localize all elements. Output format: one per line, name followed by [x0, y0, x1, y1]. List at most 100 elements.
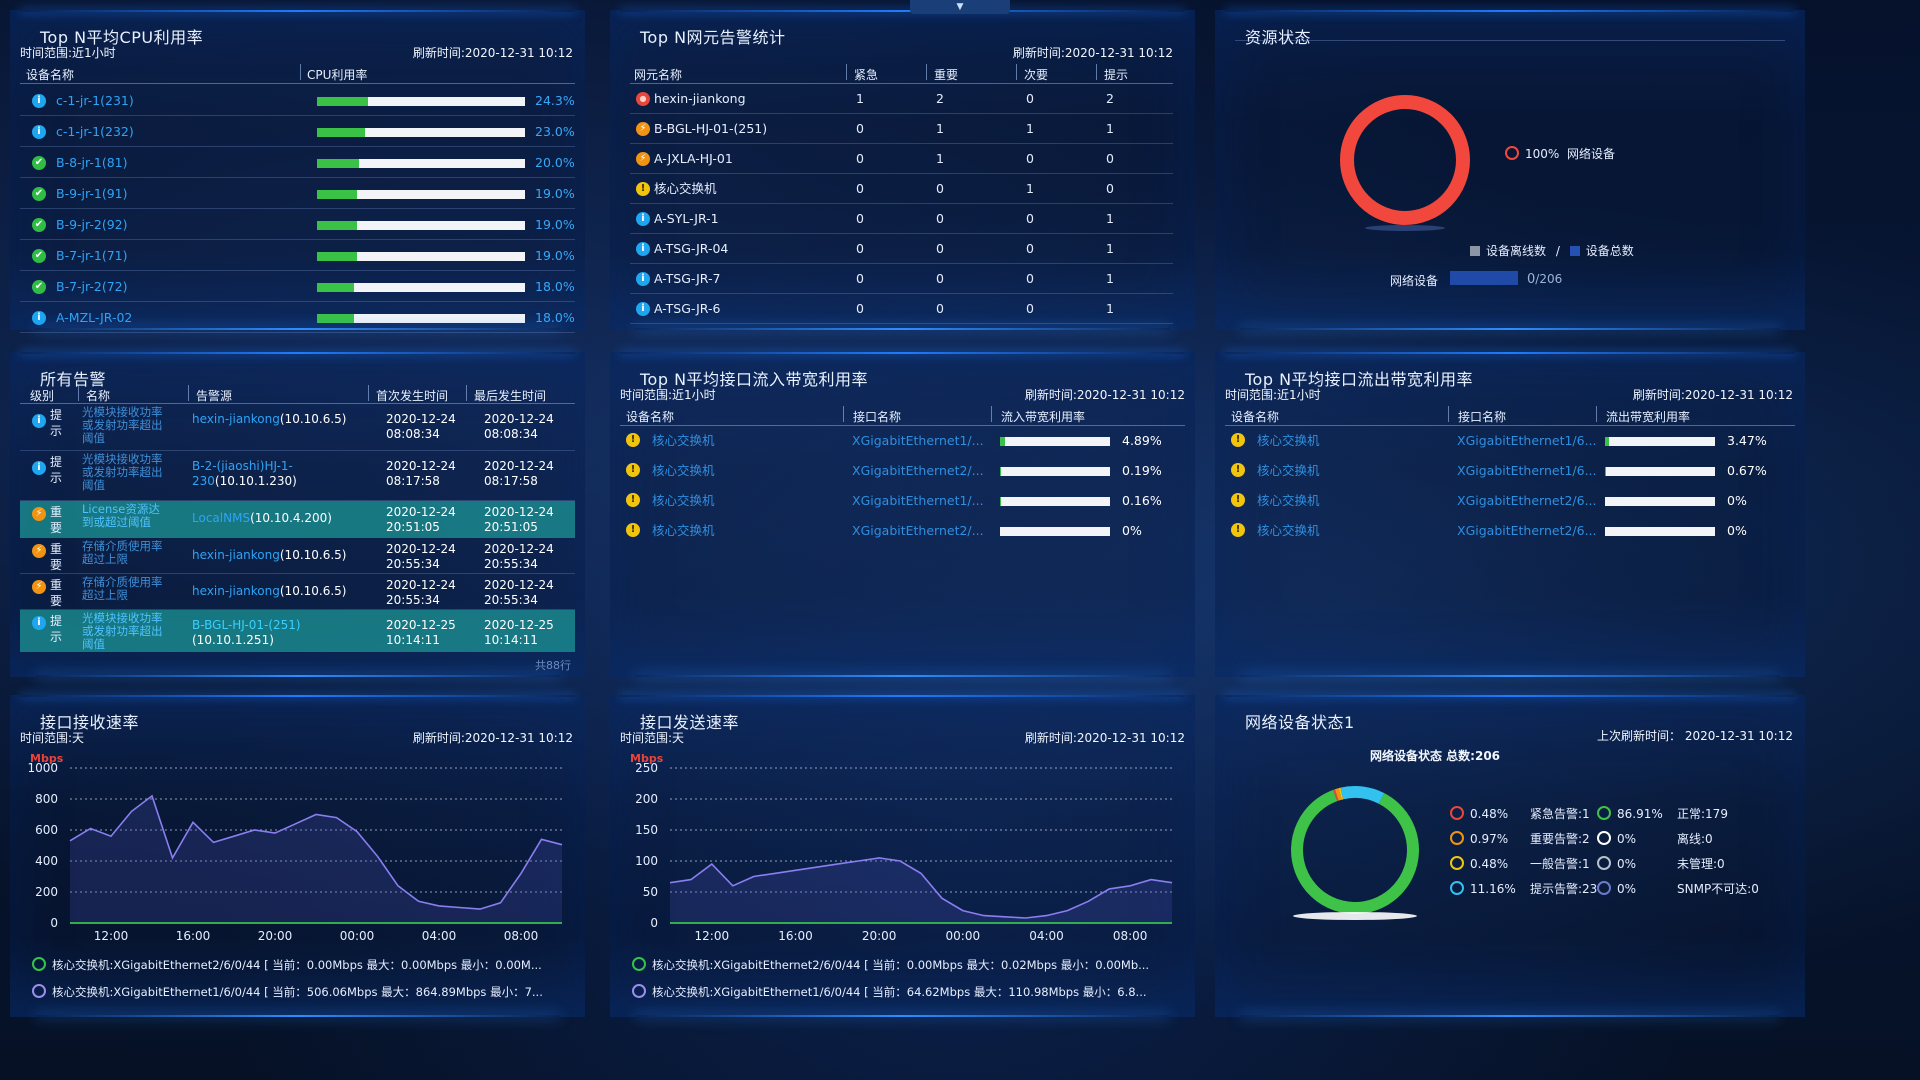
alarm-name[interactable]: 光模块接收功率或发射功率超出阈值 [82, 406, 163, 445]
cpu-device-name[interactable]: A-MZL-JR-02 [56, 310, 133, 325]
alarm-source-ip: (10.10.4.200) [250, 511, 332, 525]
alarm-source[interactable]: hexin-jiankong(10.10.6.5) [192, 584, 372, 599]
out_bw-device-name[interactable]: 核心交换机 [1257, 463, 1320, 478]
out_bw-iface-name[interactable]: XGigabitEthernet2/6... [1457, 493, 1597, 508]
net-status-legend-item[interactable]: 0% SNMP不可达:0 [1597, 880, 1759, 897]
alarm-stats-row[interactable]: ! 核心交换机 0 0 1 0 [630, 174, 1173, 204]
alarm-row[interactable]: i 提示 光模块接收功率或发射功率超出阈值 hexin-jiankong(10.10.… [20, 404, 575, 451]
cpu-row[interactable]: i A-MZL-JR-02 18.0% [20, 303, 575, 333]
alarm-stats-row[interactable]: ● hexin-jiankong 1 2 0 2 [630, 84, 1173, 114]
alarm-stats-row[interactable]: i A-SYL-JR-1 0 0 0 1 [630, 204, 1173, 234]
alarm-stats-name[interactable]: A-TSG-JR-04 [654, 241, 729, 256]
cpu-row[interactable]: ✔ B-9-jr-2(92) 19.0% [20, 210, 575, 240]
cpu-row[interactable]: i c-1-jr-1(231) 24.3% [20, 86, 575, 116]
info-icon: i [636, 242, 650, 256]
out_bw-iface-name[interactable]: XGigabitEthernet1/6... [1457, 433, 1597, 448]
in_bw-iface-name[interactable]: XGigabitEthernet1/... [852, 493, 984, 508]
alarm-stats-name[interactable]: A-SYL-JR-1 [654, 211, 719, 226]
out_bw-row[interactable]: ! 核心交换机 XGigabitEthernet2/6... 0% [1225, 516, 1790, 546]
out_bw-row[interactable]: ! 核心交换机 XGigabitEthernet1/6... 3.47% [1225, 426, 1790, 456]
cpu-device-name[interactable]: B-8-jr-1(81) [56, 155, 128, 170]
in_bw-iface-name[interactable]: XGigabitEthernet1/... [852, 433, 984, 448]
cpu-row[interactable]: ✔ B-7-jr-1(71) 19.0% [20, 241, 575, 271]
alarm-source-link[interactable]: hexin-jiankong [192, 584, 280, 598]
cpu-device-name[interactable]: B-9-jr-2(92) [56, 217, 128, 232]
in_bw-row[interactable]: ! 核心交换机 XGigabitEthernet1/... 4.89% [620, 426, 1185, 456]
net-status-legend-item[interactable]: 0.48% 紧急告警:1 [1450, 805, 1590, 822]
out_bw-row[interactable]: ! 核心交换机 XGigabitEthernet1/6... 0.67% [1225, 456, 1790, 486]
resource-ring [1340, 95, 1470, 231]
net-status-legend-item[interactable]: 0% 未管理:0 [1597, 855, 1725, 872]
alarm-stats-row[interactable]: ⚡ B-BGL-HJ-01-(251) 0 1 1 1 [630, 114, 1173, 144]
cpu-device-name[interactable]: B-7-jr-1(71) [56, 248, 128, 263]
alarm-source-link[interactable]: B-BGL-HJ-01-(251) [192, 618, 301, 632]
out_bw-iface-name[interactable]: XGigabitEthernet1/6... [1457, 463, 1597, 478]
alarm-stats-name[interactable]: B-BGL-HJ-01-(251) [654, 121, 768, 136]
cpu-device-name[interactable]: c-1-jr-1(231) [56, 93, 134, 108]
alarm-row[interactable]: i 提示 光模块接收功率或发射功率超出阈值 B-2-(jiaoshi)HJ-1-230… [20, 451, 575, 501]
alarm-source[interactable]: LocalNMS(10.10.4.200) [192, 511, 372, 526]
net-status-legend-item[interactable]: 0% 离线:0 [1597, 830, 1713, 847]
alarm-name[interactable]: 光模块接收功率或发射功率超出阈值 [82, 612, 163, 650]
alarm-source-link[interactable]: hexin-jiankong [192, 548, 280, 562]
alarm-row[interactable]: ⚡ 重要 存储介质使用率超过上限 hexin-jiankong(10.10.6.5) 2… [20, 538, 575, 574]
cpu-row[interactable]: ✔ B-7-jr-2(72) 18.0% [20, 272, 575, 302]
resource-bar-legend: 设备离线数 / 设备总数 [1470, 242, 1634, 259]
out_bw-device-name[interactable]: 核心交换机 [1257, 523, 1320, 538]
cpu-row[interactable]: i c-1-jr-1(232) 23.0% [20, 117, 575, 147]
status-label: 重要告警:2 [1530, 832, 1590, 846]
chart-legend-item[interactable]: 核心交换机:XGigabitEthernet1/6/0/44 [ 当前：506.… [32, 984, 543, 1000]
cpu-device-name[interactable]: B-7-jr-2(72) [56, 279, 128, 294]
cpu-device-name[interactable]: B-9-jr-1(91) [56, 186, 128, 201]
in_bw-device-name[interactable]: 核心交换机 [652, 433, 715, 448]
alarm-stats-name[interactable]: hexin-jiankong [654, 91, 746, 106]
chart-legend-item[interactable]: 核心交换机:XGigabitEthernet2/6/0/44 [ 当前：0.00… [32, 957, 542, 973]
net-status-legend-item[interactable]: 86.91% 正常:179 [1597, 805, 1728, 822]
alarm-stats-row[interactable]: i A-TSG-JR-6 0 0 0 1 [630, 294, 1173, 324]
in_bw-row[interactable]: ! 核心交换机 XGigabitEthernet2/... 0% [620, 516, 1185, 546]
out_bw-iface-name[interactable]: XGigabitEthernet2/6... [1457, 523, 1597, 538]
alarm-stats-name[interactable]: A-TSG-JR-7 [654, 271, 721, 286]
in_bw-iface-name[interactable]: XGigabitEthernet2/... [852, 463, 984, 478]
alarm-source[interactable]: B-BGL-HJ-01-(251) (10.10.1.251) [192, 618, 372, 648]
alarm-stats-name[interactable]: 核心交换机 [654, 181, 717, 196]
net-status-legend-item[interactable]: 0.48% 一般告警:1 [1450, 855, 1590, 872]
alarm-row[interactable]: i 提示 光模块接收功率或发射功率超出阈值 B-BGL-HJ-01-(251) (10.… [20, 610, 575, 652]
in_bw-device-name[interactable]: 核心交换机 [652, 493, 715, 508]
alarm-stats-row[interactable]: ⚡ A-JXLA-HJ-01 0 1 0 0 [630, 144, 1173, 174]
cpu-row[interactable]: ✔ B-8-jr-1(81) 20.0% [20, 148, 575, 178]
chart-legend-item[interactable]: 核心交换机:XGigabitEthernet1/6/0/44 [ 当前：64.6… [632, 984, 1147, 1000]
out_bw-row[interactable]: ! 核心交换机 XGigabitEthernet2/6... 0% [1225, 486, 1790, 516]
alarm-stats-name[interactable]: A-TSG-JR-6 [654, 301, 721, 316]
alarm-stats-name[interactable]: A-JXLA-HJ-01 [654, 151, 733, 166]
alarm-row[interactable]: ⚡ 重要 License资源达到或超过阈值 LocalNMS(10.10.4.200)… [20, 501, 575, 538]
alarm-source-link[interactable]: hexin-jiankong [192, 412, 280, 426]
status-label: 未管理:0 [1677, 857, 1725, 871]
out_bw-device-name[interactable]: 核心交换机 [1257, 493, 1320, 508]
top-collapse-handle[interactable]: ▼ [910, 0, 1010, 14]
alarm-source[interactable]: hexin-jiankong(10.10.6.5) [192, 412, 372, 427]
in_bw-device-name[interactable]: 核心交换机 [652, 523, 715, 538]
in_bw-iface-name[interactable]: XGigabitEthernet2/... [852, 523, 984, 538]
alarm-name[interactable]: License资源达到或超过阈值 [82, 503, 160, 529]
alarm-source[interactable]: hexin-jiankong(10.10.6.5) [192, 548, 372, 563]
in_bw-row[interactable]: ! 核心交换机 XGigabitEthernet2/... 0.19% [620, 456, 1185, 486]
net-status-legend-item[interactable]: 11.16% 提示告警:23 [1450, 880, 1597, 897]
alarm-source[interactable]: B-2-(jiaoshi)HJ-1-230(10.10.1.230) [192, 459, 372, 489]
x-tick-label: 16:00 [176, 929, 211, 943]
in_bw-row[interactable]: ! 核心交换机 XGigabitEthernet1/... 0.16% [620, 486, 1185, 516]
alarm-stats-row[interactable]: i A-TSG-JR-04 0 0 0 1 [630, 234, 1173, 264]
net-status-legend-item[interactable]: 0.97% 重要告警:2 [1450, 830, 1590, 847]
alarm-source-link[interactable]: LocalNMS [192, 511, 251, 525]
cpu-device-name[interactable]: c-1-jr-1(232) [56, 124, 134, 139]
out_bw-device-name[interactable]: 核心交换机 [1257, 433, 1320, 448]
alarm-name[interactable]: 光模块接收功率或发射功率超出阈值 [82, 453, 163, 492]
alarm-source-link[interactable]: B-2-(jiaoshi)HJ-1-230 [192, 459, 293, 488]
in_bw-device-name[interactable]: 核心交换机 [652, 463, 715, 478]
alarm-stats-row[interactable]: i A-TSG-JR-7 0 0 0 1 [630, 264, 1173, 294]
alarm-row[interactable]: ⚡ 重要 存储介质使用率超过上限 hexin-jiankong(10.10.6.5) 2… [20, 574, 575, 610]
alarm-name[interactable]: 存储介质使用率超过上限 [82, 576, 163, 602]
chart-legend-item[interactable]: 核心交换机:XGigabitEthernet2/6/0/44 [ 当前：0.00… [632, 957, 1149, 973]
cpu-row[interactable]: ✔ B-9-jr-1(91) 19.0% [20, 179, 575, 209]
alarm-name[interactable]: 存储介质使用率超过上限 [82, 540, 163, 566]
